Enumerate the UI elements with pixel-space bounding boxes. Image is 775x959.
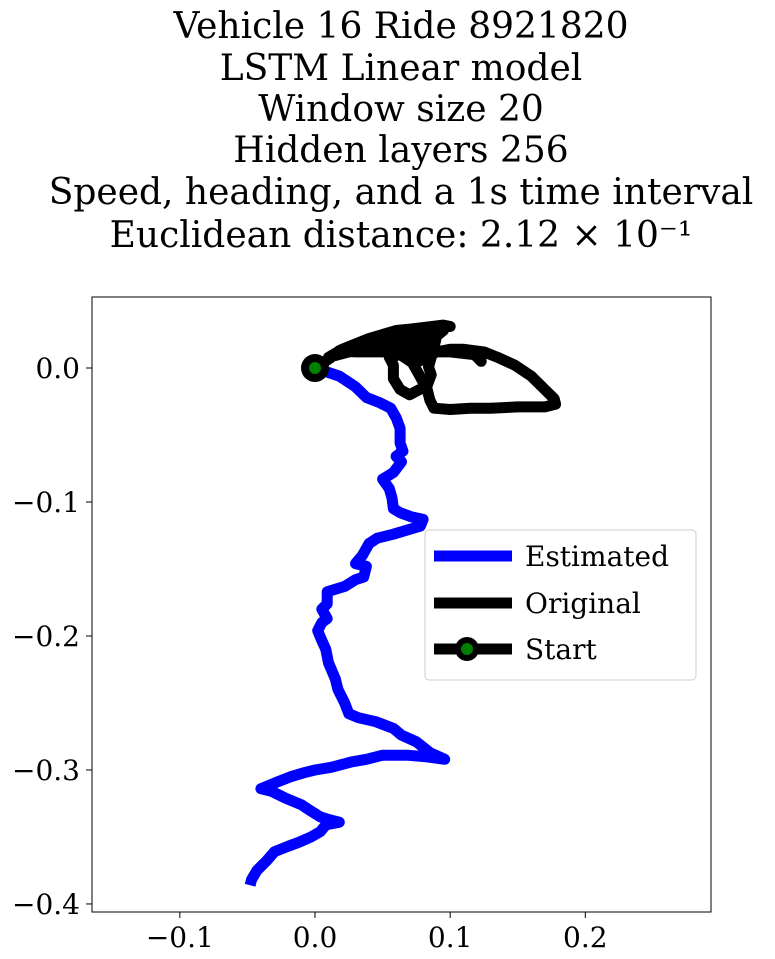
chart-title: Vehicle 16 Ride 8921820 LSTM Linear mode… <box>49 6 754 256</box>
legend: Estimated Original Start <box>424 529 697 681</box>
legend-start-label: Start <box>525 633 598 666</box>
legend-start-marker-inner <box>461 643 473 655</box>
title-line-4: Hidden layers 256 <box>233 130 568 171</box>
marker-layer <box>301 354 330 383</box>
y-axis: 0.0 −0.1 −0.2 −0.3 −0.4 <box>12 352 92 921</box>
legend-original-label: Original <box>525 587 641 620</box>
series-layer <box>244 319 562 887</box>
start-marker-inner <box>309 362 322 375</box>
title-line-3: Window size 20 <box>258 89 544 130</box>
title-line-6: Euclidean distance: 2.12 × 10⁻¹ <box>110 215 693 256</box>
title-line-2: LSTM Linear model <box>220 48 583 89</box>
y-tick-label: 0.0 <box>35 352 80 385</box>
x-tick-label: 0.2 <box>563 921 608 954</box>
y-tick-label: −0.3 <box>12 754 80 787</box>
title-line-1: Vehicle 16 Ride 8921820 <box>172 6 628 47</box>
y-tick-label: −0.2 <box>12 620 80 653</box>
series-line-estimated <box>244 362 451 887</box>
legend-box <box>424 529 697 681</box>
title-line-5: Speed, heading, and a 1s time interval <box>49 172 754 213</box>
x-tick-label: 0.1 <box>428 921 473 954</box>
series-line-original <box>309 319 562 415</box>
legend-estimated-label: Estimated <box>525 540 669 573</box>
x-axis: −0.1 0.0 0.1 0.2 <box>146 912 608 954</box>
plot-area <box>91 296 712 913</box>
y-tick-label: −0.4 <box>12 888 80 921</box>
x-tick-label: −0.1 <box>146 921 214 954</box>
axes-frame <box>91 296 712 913</box>
x-tick-label: 0.0 <box>293 921 338 954</box>
y-tick-label: −0.1 <box>12 486 80 519</box>
